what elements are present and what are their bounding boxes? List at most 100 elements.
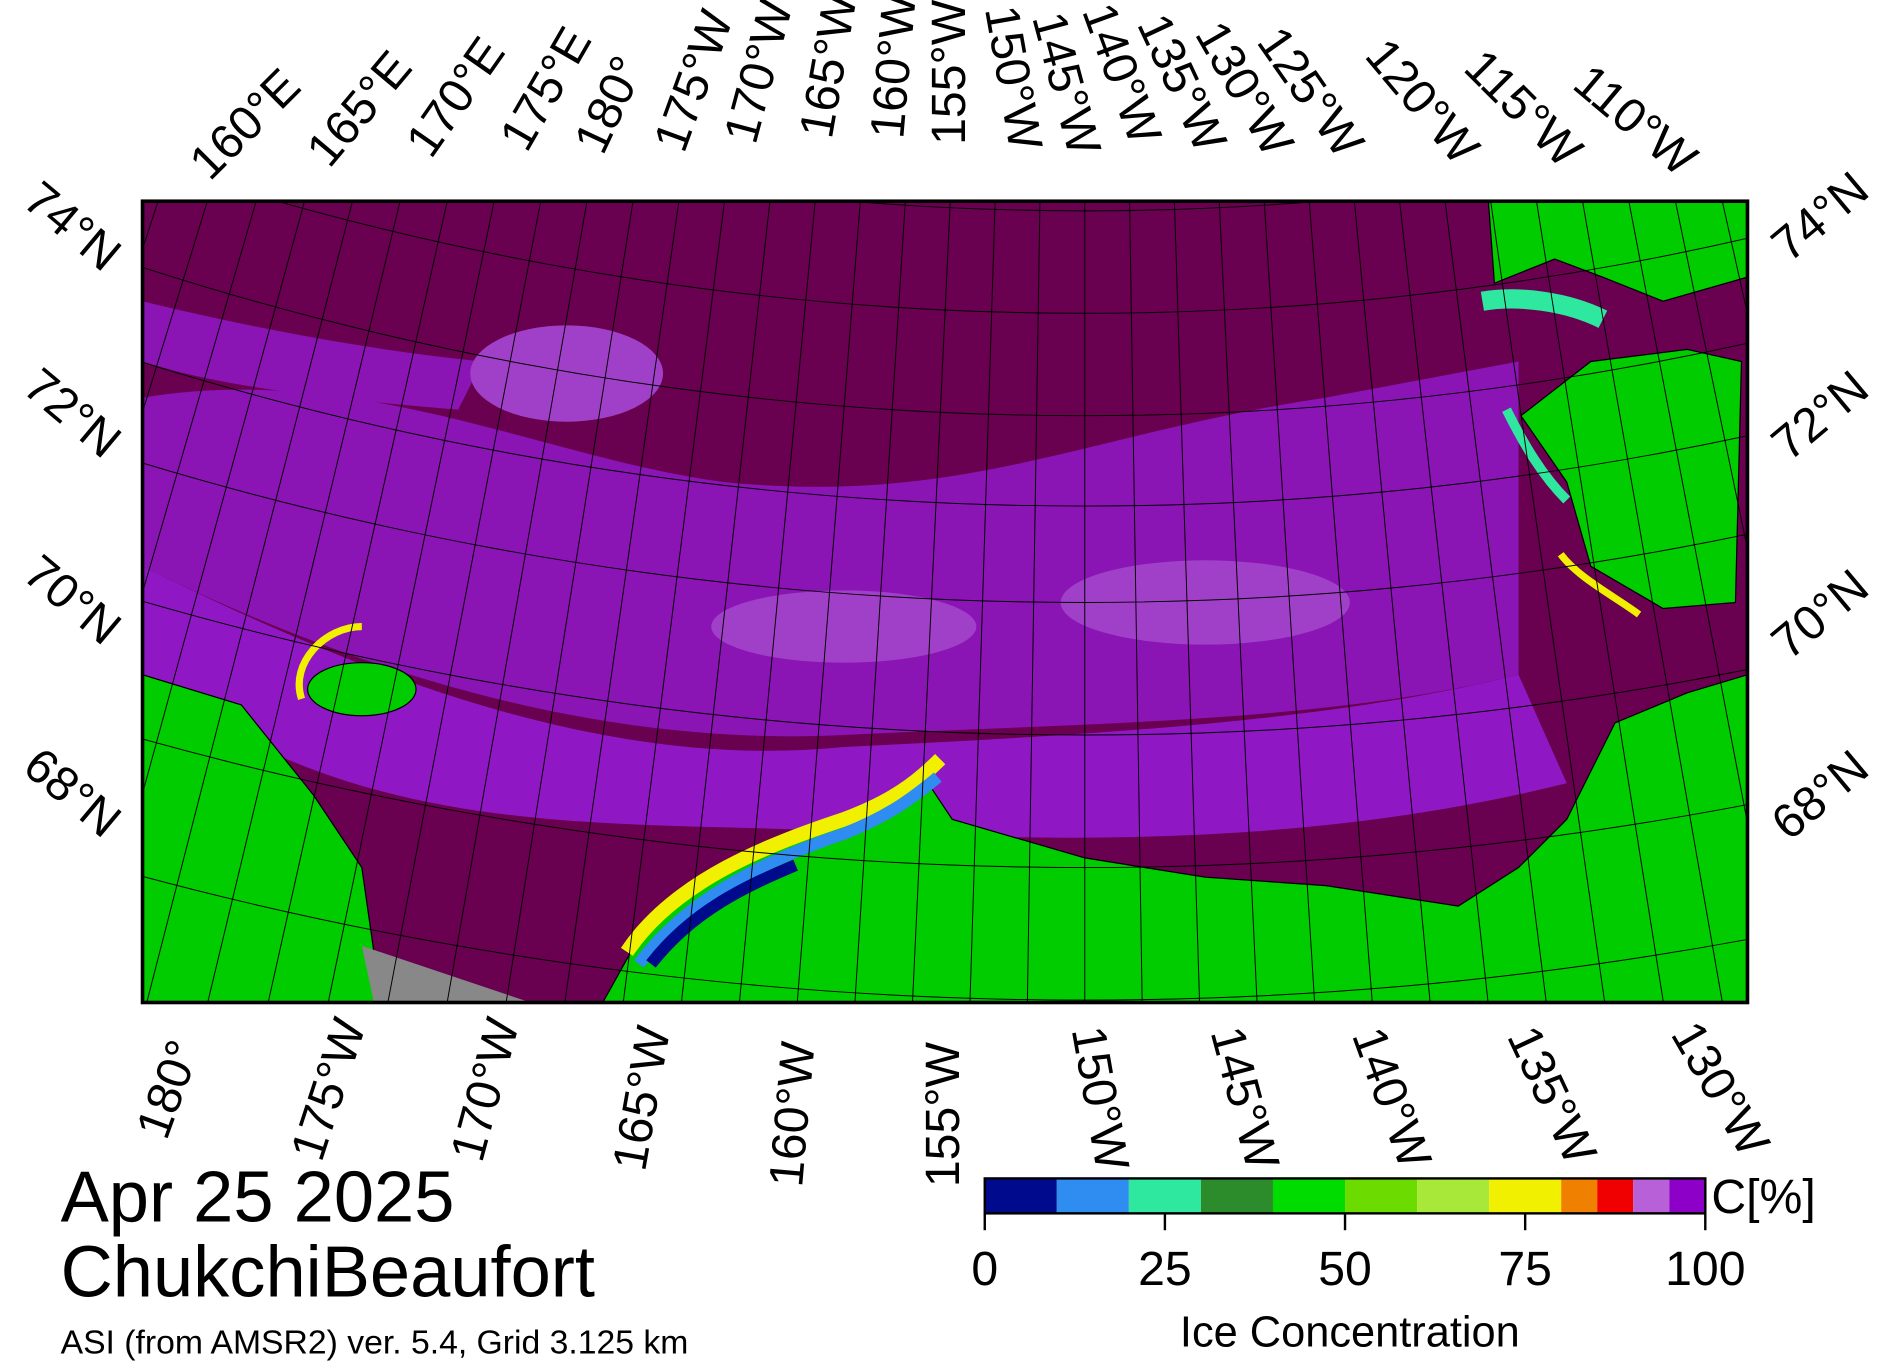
meridian <box>327 201 495 1003</box>
meridian <box>1353 201 1431 1003</box>
longitude-label: 160°W <box>759 1039 825 1189</box>
longitude-label: 155°W <box>922 0 976 145</box>
colorbar-tick-label: 100 <box>1665 1242 1745 1296</box>
meridian <box>1536 201 1664 1003</box>
source-note: ASI (from AMSR2) ver. 5.4, Grid 3.125 km <box>61 1324 689 1362</box>
longitude-label: 130°W <box>1661 1012 1781 1165</box>
latitude-label: 72°N <box>14 358 131 469</box>
longitude-label: 165°W <box>789 0 867 142</box>
longitude-label: 150°W <box>1061 1022 1139 1175</box>
meridian <box>505 201 634 1003</box>
colorbar-tick-label: 0 <box>971 1242 998 1296</box>
longitude-label: 170°E <box>396 27 516 166</box>
longitude-label: 180° <box>126 1033 211 1145</box>
colorbar-segment <box>1200 1178 1273 1214</box>
land <box>306 662 417 717</box>
meridian <box>387 201 542 1003</box>
longitude-label: 165°E <box>296 41 422 177</box>
meridian <box>1399 201 1489 1003</box>
no-data <box>361 945 531 1003</box>
ice-patch <box>711 590 977 663</box>
colorbar-segment <box>1128 1178 1201 1214</box>
meridian <box>142 201 257 595</box>
meridian <box>1218 201 1258 1003</box>
meridian <box>1582 201 1723 1003</box>
meridian <box>1490 201 1606 1003</box>
meridian <box>1129 201 1143 1003</box>
ice-edge <box>1480 289 1608 329</box>
ice-edge <box>646 859 798 968</box>
meridian <box>1026 201 1041 1003</box>
colorbar: 0 25 50 75 100 <box>971 1177 1746 1296</box>
colorbar-segment <box>1417 1178 1490 1214</box>
colorbar-tick-label: 25 <box>1138 1242 1192 1296</box>
meridian <box>680 201 771 1003</box>
colorbar-segment <box>1489 1178 1562 1214</box>
date-title: Apr 25 2025 <box>61 1158 455 1238</box>
longitude-label: 170°W <box>440 1012 530 1167</box>
longitude-label: 115°W <box>1454 39 1593 178</box>
region-title: ChukchiBeaufort <box>61 1232 595 1312</box>
colorbar-tick-label: 75 <box>1498 1242 1552 1296</box>
colorbar-segment <box>1056 1178 1129 1214</box>
meridian <box>738 201 816 1003</box>
latitude-label: 70°N <box>1761 559 1878 670</box>
latitude-label: 70°N <box>14 545 131 656</box>
meridian <box>912 201 951 1003</box>
ice-edge <box>634 772 942 968</box>
latitude-label: 74°N <box>1761 162 1878 273</box>
meridian <box>1308 201 1373 1003</box>
ice-band <box>142 566 1567 838</box>
meridian <box>1173 201 1201 1003</box>
land <box>142 674 448 1003</box>
meridian <box>146 201 353 1003</box>
meridian <box>142 201 306 796</box>
ice-patch <box>1060 560 1350 645</box>
latitude-label: 74°N <box>14 171 131 282</box>
meridian <box>854 201 906 1003</box>
longitude-label: 120°W <box>1355 29 1490 175</box>
longitude-label: 165°W <box>603 1022 681 1175</box>
latitude-label: 68°N <box>14 737 131 848</box>
colorbar-segment <box>1669 1178 1706 1214</box>
latitude-label: 68°N <box>1761 740 1878 851</box>
colorbar-segment <box>1561 1178 1598 1214</box>
colorbar-segment <box>984 1178 1057 1214</box>
meridian <box>267 201 448 1003</box>
meridian <box>622 201 725 1003</box>
colorbar-segment <box>1597 1178 1634 1214</box>
colorbar-segment <box>1633 1178 1670 1214</box>
longitude-label: 175°W <box>280 1012 376 1167</box>
map-frame <box>140 199 1750 1005</box>
meridian <box>564 201 680 1003</box>
meridian <box>1263 201 1316 1003</box>
land <box>1487 201 1748 302</box>
latitude-label: 72°N <box>1761 360 1878 471</box>
longitude-label: 140°W <box>1341 1020 1442 1175</box>
longitude-label: 155°W <box>916 1041 970 1187</box>
meridian <box>207 201 401 1003</box>
colorbar-segment <box>1345 1178 1418 1214</box>
longitude-label: 160°W <box>860 0 926 141</box>
colorbar-title: Ice Concentration <box>1180 1309 1520 1357</box>
ice-patch <box>470 325 664 422</box>
colorbar-segment <box>1272 1178 1346 1214</box>
colorbar-tick-label: 50 <box>1318 1242 1372 1296</box>
meridian <box>796 201 861 1003</box>
longitude-label: 145°W <box>1200 1021 1290 1176</box>
colorbar-unit: C[%] <box>1711 1170 1815 1224</box>
map-area <box>142 201 1748 1003</box>
ice-edge <box>295 622 363 700</box>
meridian <box>1444 201 1547 1003</box>
ice-edge <box>620 753 946 956</box>
longitude-label: 110°W <box>1564 54 1708 187</box>
longitude-label: 135°W <box>1496 1018 1607 1173</box>
longitude-label: 160°E <box>179 59 310 190</box>
meridian <box>1628 201 1748 826</box>
meridian <box>446 201 588 1003</box>
meridian <box>969 201 996 1003</box>
graticule <box>142 201 1748 1003</box>
ice-edge <box>1502 407 1571 504</box>
